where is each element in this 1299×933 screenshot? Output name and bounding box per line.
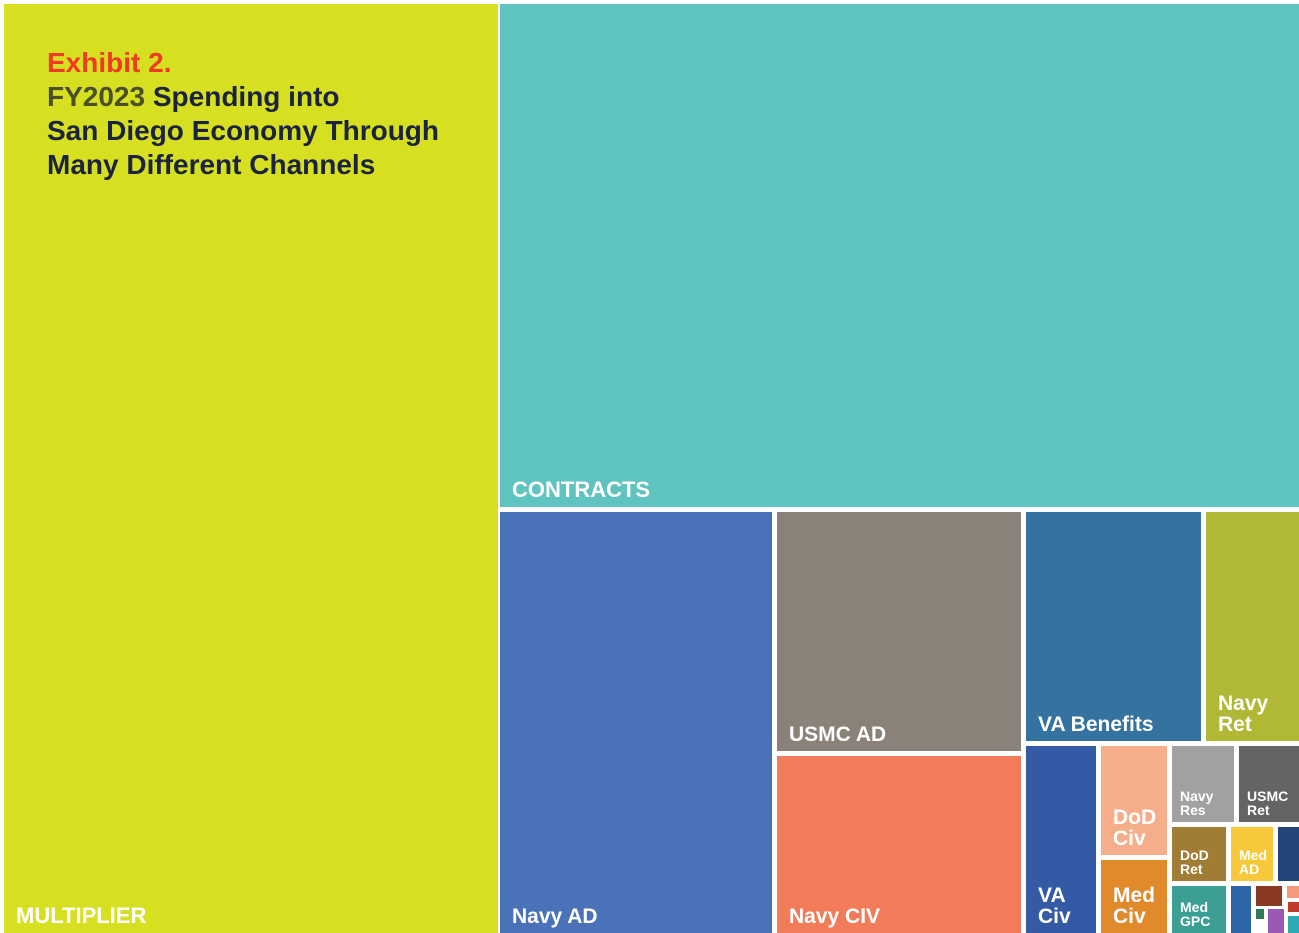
tile-small-1	[1278, 827, 1299, 881]
tile-navy-civ-label: Navy CIV	[789, 905, 881, 928]
tile-va-civ: VA Civ	[1026, 746, 1096, 933]
tile-contracts-label: CONTRACTS	[512, 477, 651, 502]
title-line-1: Spending into	[152, 81, 340, 113]
tile-dod-ret-label: DoD Ret	[1180, 847, 1209, 877]
tile-navy-ad: Navy AD	[500, 512, 772, 933]
exhibit-label: Exhibit 2.	[47, 47, 172, 78]
tile-multiplier: MULTIPLIER	[4, 4, 498, 933]
tile-usmc-ret: USMC Ret	[1239, 746, 1299, 822]
tile-navy-ret-label: Navy Ret	[1218, 692, 1269, 736]
tile-med-gpc-label: Med GPC	[1180, 899, 1211, 929]
tile-dod-civ-label: DoD Civ	[1113, 806, 1157, 850]
chart-title: Exhibit 2. FY2023 Spending into San Dieg…	[47, 46, 477, 183]
tile-navy-ret: Navy Ret	[1206, 512, 1299, 741]
tile-contracts: CONTRACTS	[500, 4, 1299, 507]
tile-med-civ: Med Civ	[1101, 860, 1167, 933]
tile-va-benefits-label: VA Benefits	[1038, 713, 1154, 736]
tile-med-ad-label: Med AD	[1239, 847, 1267, 877]
tile-navy-res: Navy Res	[1172, 746, 1234, 822]
tile-dod-civ: DoD Civ	[1101, 746, 1167, 855]
tile-va-benefits: VA Benefits	[1026, 512, 1201, 741]
tile-va-civ-label: VA Civ	[1038, 884, 1071, 928]
tile-dod-ret: DoD Ret	[1172, 827, 1226, 881]
tile-navy-civ: Navy CIV	[777, 756, 1021, 933]
tile-small-7	[1256, 909, 1264, 919]
tile-multiplier-label: MULTIPLIER	[16, 903, 147, 928]
tile-navy-res-label: Navy Res	[1180, 788, 1214, 818]
tile-small-8	[1288, 902, 1299, 912]
tile-med-gpc: Med GPC	[1172, 886, 1226, 933]
tile-usmc-ad-label: USMC AD	[789, 723, 887, 746]
tile-usmc-ad: USMC AD	[777, 512, 1021, 751]
tile-small-2	[1231, 886, 1251, 933]
tile-navy-ad-label: Navy AD	[512, 905, 598, 928]
title-line-3: Many Different Channels	[47, 149, 376, 181]
tile-med-civ-label: Med Civ	[1113, 884, 1155, 928]
tile-med-ad: Med AD	[1231, 827, 1273, 881]
title-line-2: San Diego Economy Through	[47, 115, 440, 147]
tile-small-4	[1287, 886, 1299, 898]
tile-small-6	[1288, 916, 1299, 933]
tile-small-5	[1268, 909, 1284, 933]
title-year: FY2023	[47, 81, 146, 113]
tile-usmc-ret-label: USMC Ret	[1247, 788, 1289, 818]
tile-small-3	[1256, 886, 1282, 906]
